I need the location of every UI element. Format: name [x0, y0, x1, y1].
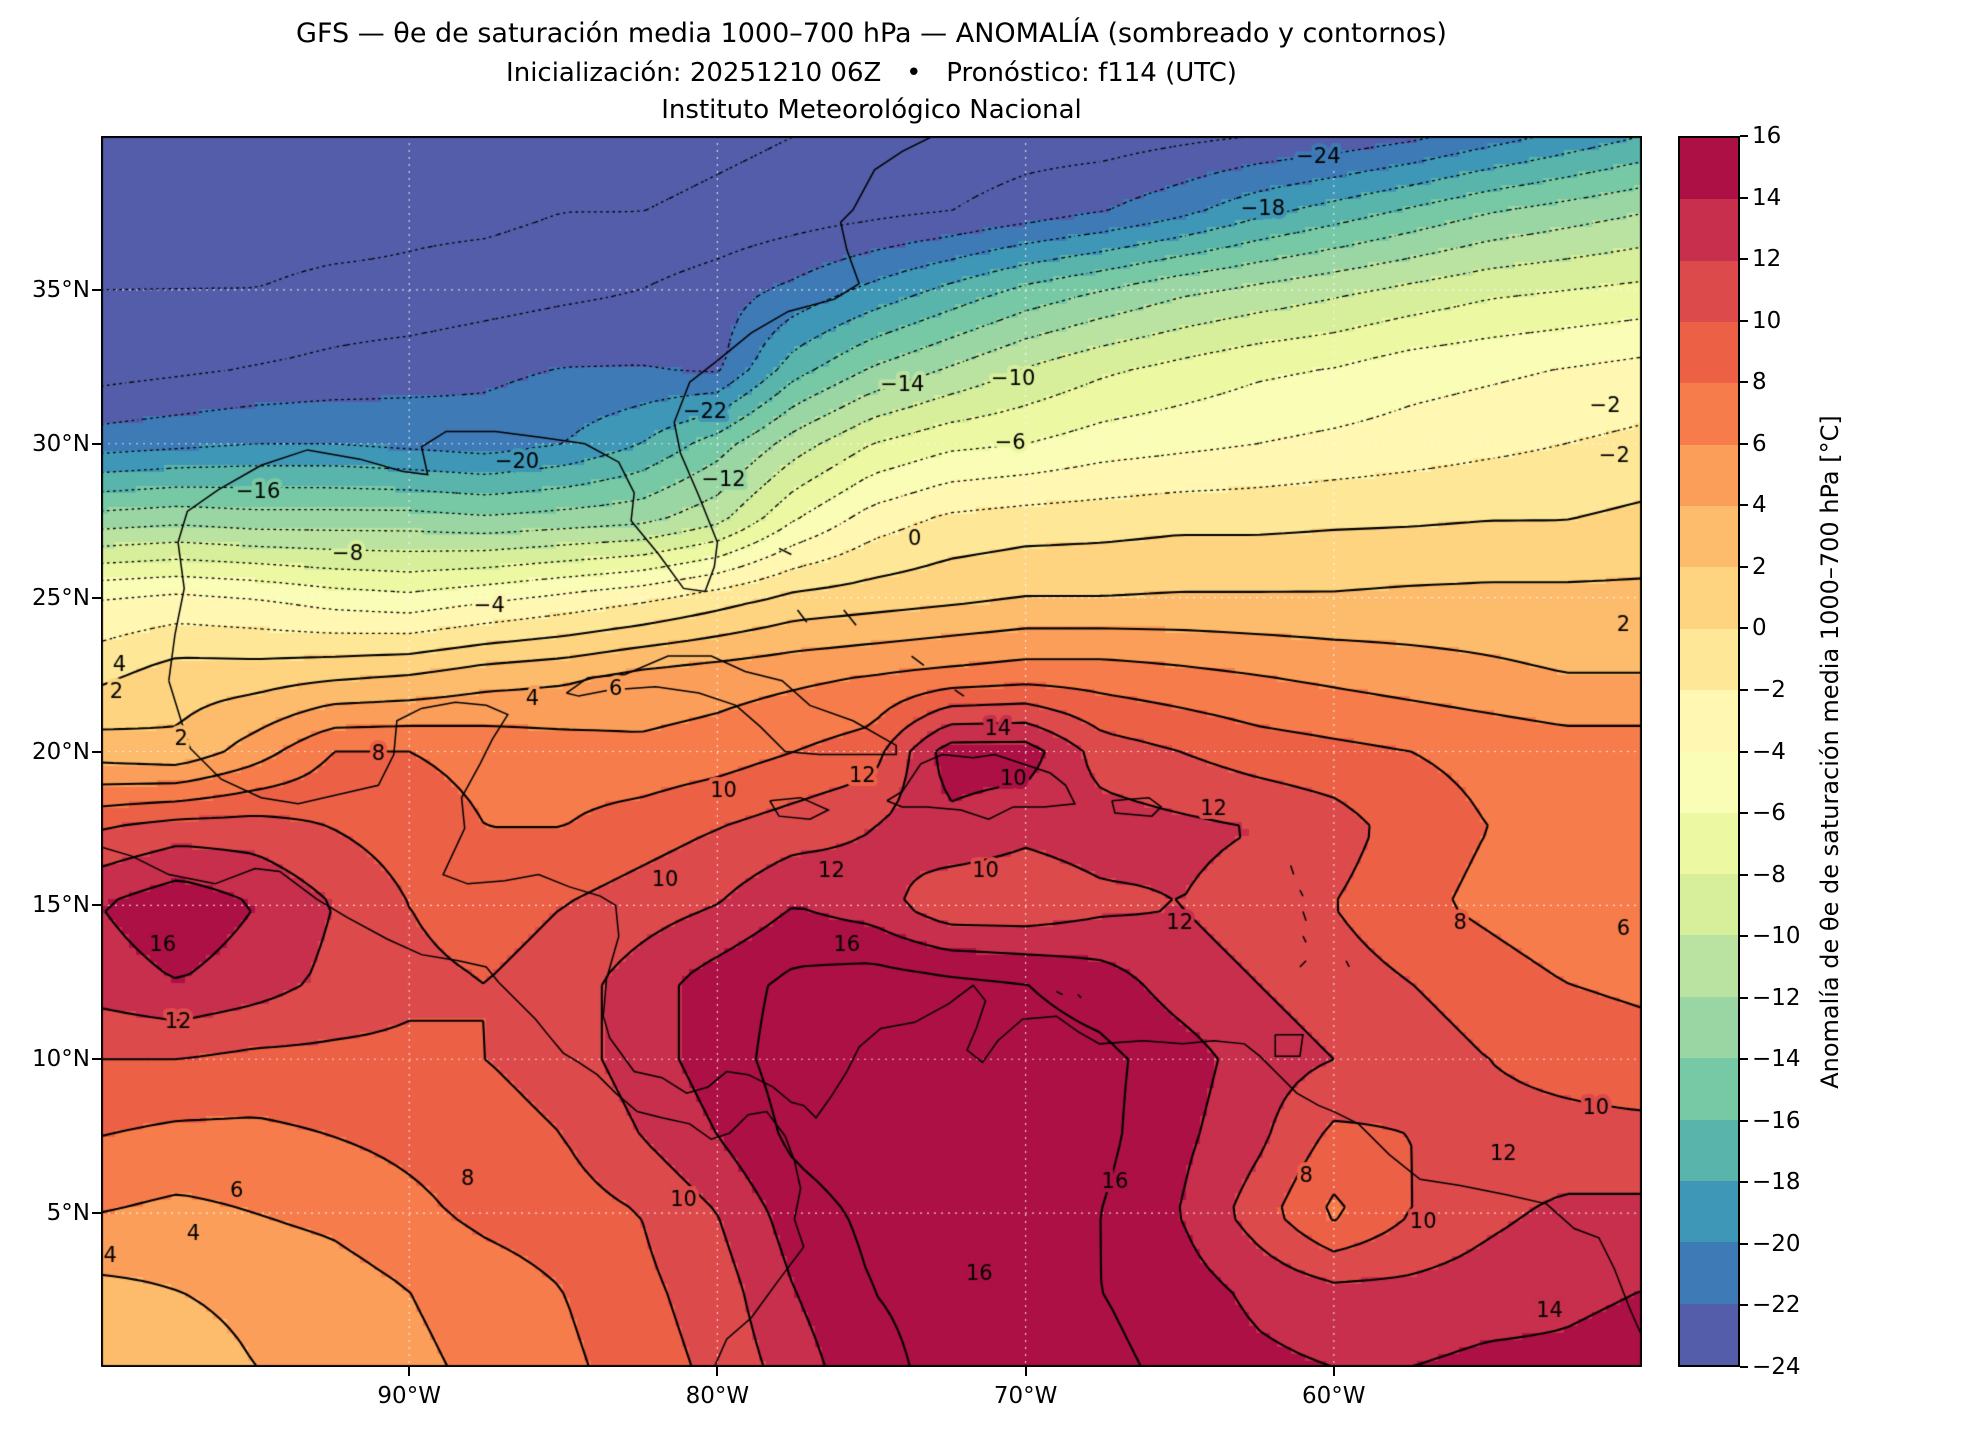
axis-tick-mark	[92, 596, 101, 599]
colorbar-tick-mark	[1740, 135, 1748, 137]
colorbar-tick-mark	[1740, 504, 1748, 507]
figure-title: GFS — θe de saturación media 1000–700 hP…	[296, 18, 1447, 49]
axis-tick-mark	[92, 1058, 101, 1061]
colorbar-tick-label: −14	[1752, 1046, 1801, 1073]
colorbar-tick-mark	[1740, 1181, 1748, 1184]
colorbar-tick-label: −8	[1752, 861, 1786, 888]
colorbar-tick-label: 4	[1752, 492, 1767, 519]
y-axis-tick-label: 5°N	[46, 1200, 90, 1227]
colorbar-tick-label: 8	[1752, 369, 1767, 396]
colorbar-tick-label: 10	[1752, 307, 1782, 334]
colorbar-tick-label: −18	[1752, 1169, 1801, 1196]
x-axis-tick-label: 60°W	[1302, 1383, 1366, 1409]
colorbar-segment	[1680, 1242, 1738, 1304]
colorbar-segment	[1680, 444, 1738, 507]
colorbar-segment	[1680, 383, 1738, 445]
colorbar-tick-mark	[1740, 258, 1748, 261]
axis-tick-mark	[408, 1367, 411, 1376]
colorbar-tick-mark	[1740, 627, 1748, 630]
figure-header: GFS — θe de saturación media 1000–700 hP…	[101, 14, 1642, 128]
colorbar-label: Anomalía de θe de saturación media 1000–…	[1816, 414, 1844, 1089]
colorbar-tick-label: 2	[1752, 553, 1767, 580]
colorbar-tick-label: 14	[1752, 184, 1782, 211]
colorbar-tick-label: −22	[1752, 1292, 1801, 1319]
colorbar-tick-mark	[1740, 381, 1748, 384]
x-axis-tick-label: 90°W	[377, 1383, 441, 1409]
x-axis-tick-label: 80°W	[685, 1383, 750, 1409]
colorbar-tick-mark	[1740, 688, 1748, 691]
x-axis-tick-label: 70°W	[993, 1383, 1058, 1409]
axis-tick-mark	[716, 1367, 719, 1376]
axis-tick-mark	[92, 904, 101, 907]
colorbar-label-wrap: Anomalía de θe de saturación media 1000–…	[1806, 136, 1854, 1367]
colorbar-segment	[1680, 138, 1738, 200]
y-axis-tick-label: 15°N	[32, 892, 90, 919]
colorbar-tick-mark	[1740, 996, 1748, 999]
colorbar-segment	[1680, 506, 1738, 568]
y-axis-tick-label: 20°N	[32, 738, 90, 765]
colorbar	[1678, 136, 1740, 1367]
axis-tick-mark	[92, 1212, 101, 1215]
colorbar-segment	[1680, 1180, 1738, 1243]
colorbar-segment	[1680, 567, 1738, 629]
colorbar-tick-label: 16	[1752, 123, 1782, 149]
axis-tick-mark	[92, 288, 101, 291]
colorbar-tick-mark	[1740, 812, 1748, 815]
y-axis-tick-label: 25°N	[32, 584, 90, 611]
colorbar-tick-mark	[1740, 750, 1748, 753]
colorbar-tick-mark	[1740, 442, 1748, 445]
colorbar-tick-label: −2	[1752, 676, 1786, 703]
colorbar-segment	[1680, 996, 1738, 1059]
colorbar-tick-mark	[1740, 1304, 1748, 1307]
axis-tick-mark	[92, 750, 101, 753]
colorbar-tick-mark	[1740, 935, 1748, 938]
colorbar-tick-mark	[1740, 1058, 1748, 1061]
colorbar-tick-label: −10	[1752, 923, 1801, 950]
axis-tick-mark	[1024, 1367, 1027, 1376]
colorbar-segment	[1680, 1119, 1738, 1181]
figure-institution: Instituto Meteorológico Nacional	[661, 95, 1082, 125]
axis-tick-mark	[92, 442, 101, 445]
colorbar-segment	[1680, 199, 1738, 261]
colorbar-tick-label: −20	[1752, 1230, 1801, 1257]
colorbar-segment	[1680, 690, 1738, 752]
map-canvas	[101, 136, 1642, 1367]
colorbar-segment	[1680, 1058, 1738, 1120]
y-axis-tick-label: 30°N	[32, 430, 90, 457]
axis-tick-mark	[1332, 1367, 1335, 1376]
colorbar-tick-label: 6	[1752, 430, 1767, 457]
figure-subtitle: Inicialización: 20251210 06Z • Pronóstic…	[506, 58, 1237, 88]
colorbar-segment	[1680, 935, 1738, 997]
colorbar-tick-mark	[1740, 565, 1748, 568]
colorbar-tick-mark	[1740, 1119, 1748, 1122]
colorbar-tick-mark	[1740, 873, 1748, 876]
colorbar-tick-label: −4	[1752, 738, 1786, 765]
colorbar-segment	[1680, 628, 1738, 691]
colorbar-tick-label: −16	[1752, 1107, 1801, 1134]
colorbar-tick-mark	[1740, 1366, 1748, 1368]
colorbar-tick-label: −6	[1752, 800, 1786, 827]
colorbar-tick-mark	[1740, 319, 1748, 322]
y-axis-tick-label: 35°N	[32, 276, 90, 303]
colorbar-segment	[1680, 322, 1738, 384]
colorbar-segment	[1680, 1303, 1738, 1365]
colorbar-tick-label: 0	[1752, 615, 1767, 642]
colorbar-segment	[1680, 812, 1738, 875]
colorbar-tick-label: −24	[1752, 1354, 1801, 1380]
colorbar-segment	[1680, 874, 1738, 936]
colorbar-tick-mark	[1740, 1242, 1748, 1245]
colorbar-tick-label: 12	[1752, 246, 1782, 273]
colorbar-segment	[1680, 751, 1738, 813]
colorbar-tick-mark	[1740, 196, 1748, 199]
colorbar-tick-label: −12	[1752, 984, 1801, 1011]
y-axis-tick-label: 10°N	[32, 1046, 90, 1073]
colorbar-segment	[1680, 260, 1738, 323]
